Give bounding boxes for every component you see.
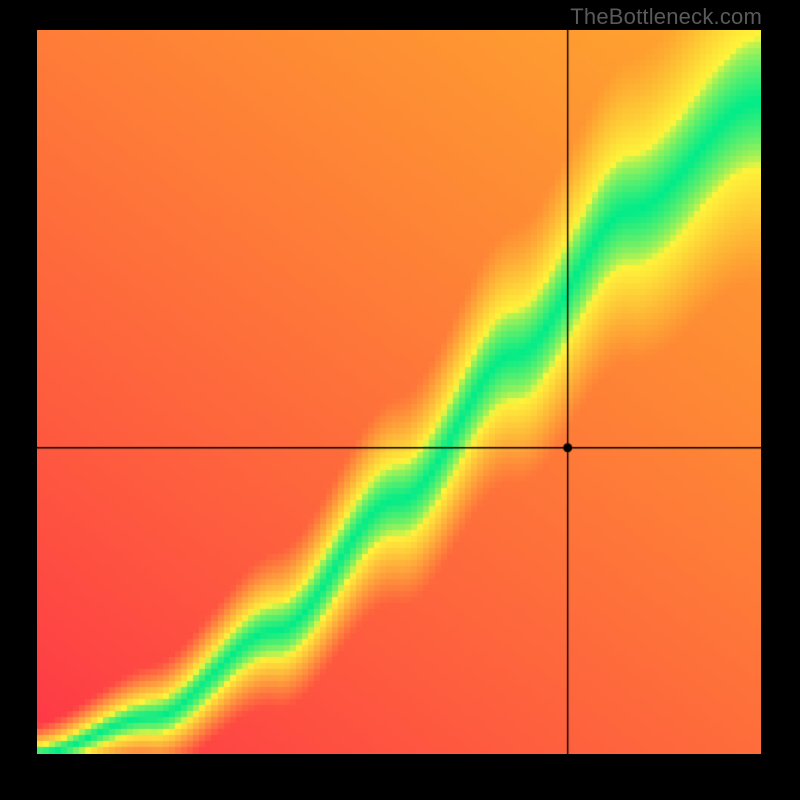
watermark-text: TheBottleneck.com	[570, 4, 762, 30]
bottleneck-heatmap	[37, 30, 761, 754]
chart-container: { "watermark": { "text": "TheBottleneck.…	[0, 0, 800, 800]
